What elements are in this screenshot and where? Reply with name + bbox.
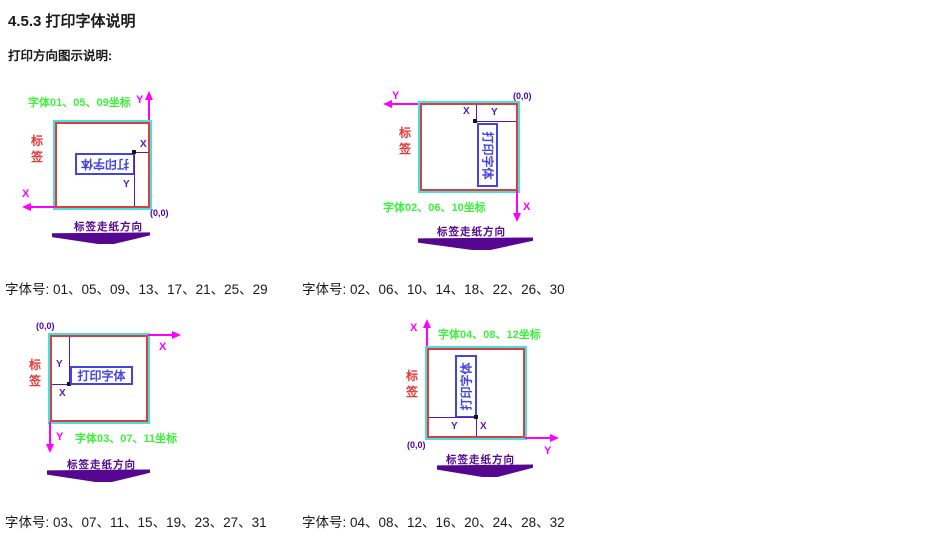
inner-y-label: Y bbox=[451, 421, 458, 432]
origin-coordinate-label: (0,0) bbox=[407, 440, 426, 450]
feed-direction-arrow-icon bbox=[437, 464, 533, 477]
inner-x-line bbox=[52, 384, 69, 385]
inner-y-label: Y bbox=[56, 359, 63, 370]
coordinate-caption: 字体03、07、11坐标 bbox=[75, 433, 178, 445]
feed-direction-label: 标签走纸方向 bbox=[437, 226, 506, 238]
x-axis-line bbox=[30, 206, 55, 208]
y-axis-line bbox=[391, 103, 420, 105]
x-axis-line bbox=[426, 328, 428, 348]
x-axis-label: X bbox=[159, 341, 167, 353]
coordinate-caption: 字体02、06、10坐标 bbox=[383, 202, 486, 214]
print-text-box: 打印字体 bbox=[75, 153, 135, 175]
y-axis-label: Y bbox=[56, 431, 64, 443]
section-subtitle: 打印方向图示说明: bbox=[8, 49, 113, 63]
inner-x-line bbox=[476, 419, 477, 436]
y-axis-line bbox=[525, 437, 550, 439]
x-axis-line bbox=[148, 334, 172, 336]
inner-y-line bbox=[429, 417, 475, 418]
x-axis-arrow-icon bbox=[172, 331, 181, 339]
origin-dot bbox=[474, 415, 478, 419]
y-axis-label: Y bbox=[136, 94, 144, 106]
tag-label: 标签 bbox=[405, 369, 418, 399]
print-text-box: 打印字体 bbox=[70, 366, 133, 385]
origin-dot bbox=[132, 150, 136, 154]
inner-y-label: Y bbox=[491, 107, 498, 118]
print-text-box: 打印字体 bbox=[477, 123, 498, 187]
x-axis-line bbox=[516, 191, 518, 213]
x-axis-label: X bbox=[410, 322, 418, 334]
y-axis-arrow-icon bbox=[145, 91, 153, 100]
feed-direction-label: 标签走纸方向 bbox=[446, 454, 515, 466]
coordinate-caption: 字体01、05、09坐标 bbox=[28, 97, 131, 109]
diagram-font-01-05-09: 字体01、05、09坐标 Y 标签 打印字体 X Y X (0,0) 标签走纸方… bbox=[20, 90, 195, 255]
feed-direction-arrow-icon bbox=[52, 232, 150, 244]
inner-y-label: Y bbox=[123, 179, 130, 190]
inner-y-line bbox=[134, 153, 135, 206]
print-text: 打印字体 bbox=[80, 156, 129, 171]
print-text-box: 打印字体 bbox=[455, 355, 477, 418]
feed-direction-label: 标签走纸方向 bbox=[74, 221, 143, 233]
font-number-row-1: 字体号: 01、05、09、13、17、21、25、29 bbox=[5, 282, 268, 297]
inner-y-line bbox=[477, 121, 516, 122]
x-axis-label: X bbox=[22, 188, 30, 200]
y-axis-arrow-icon bbox=[550, 434, 559, 442]
font-number-row-2: 字体号: 02、06、10、14、18、22、26、30 bbox=[302, 282, 565, 297]
inner-x-label: X bbox=[140, 139, 147, 150]
label-box bbox=[418, 101, 520, 193]
y-axis-line bbox=[148, 100, 150, 122]
origin-dot bbox=[473, 119, 477, 123]
tag-label: 标签 bbox=[398, 126, 411, 156]
diagram-font-02-06-10: Y (0,0) 标签 打印字体 X Y X 字体02、06、10坐标 标签走纸方… bbox=[380, 88, 565, 266]
tag-label: 标签 bbox=[28, 358, 41, 388]
diagram-font-04-08-12: X 字体04、08、12坐标 标签 打印字体 Y X (0,0) Y 标签走纸方… bbox=[395, 315, 575, 493]
inner-x-line bbox=[476, 105, 477, 119]
inner-x-line bbox=[135, 152, 148, 153]
origin-coordinate-label: (0,0) bbox=[150, 208, 169, 218]
x-axis-arrow-icon bbox=[513, 213, 521, 222]
y-axis-line bbox=[49, 422, 51, 444]
feed-direction-arrow-icon bbox=[418, 237, 533, 250]
tag-label: 标签 bbox=[30, 134, 43, 164]
origin-dot bbox=[67, 382, 71, 386]
coordinate-caption: 字体04、08、12坐标 bbox=[438, 329, 541, 341]
x-axis-arrow-icon bbox=[423, 319, 431, 328]
x-axis-label: X bbox=[523, 201, 531, 213]
y-axis-arrow-icon bbox=[46, 444, 54, 453]
y-axis-label: Y bbox=[544, 445, 552, 457]
print-text: 打印字体 bbox=[459, 362, 474, 411]
print-text: 打印字体 bbox=[480, 130, 495, 180]
y-axis-arrow-icon bbox=[383, 100, 392, 108]
origin-coordinate-label: (0,0) bbox=[36, 321, 55, 331]
font-number-row-3: 字体号: 03、07、11、15、19、23、27、31 bbox=[5, 515, 267, 530]
origin-coordinate-label: (0,0) bbox=[513, 91, 532, 101]
feed-direction-label: 标签走纸方向 bbox=[67, 459, 136, 471]
y-axis-label: Y bbox=[392, 90, 400, 102]
feed-direction-arrow-icon bbox=[47, 469, 150, 482]
inner-x-label: X bbox=[463, 106, 470, 117]
inner-x-label: X bbox=[59, 388, 66, 399]
x-axis-arrow-icon bbox=[22, 203, 31, 211]
page-title: 4.5.3 打印字体说明 bbox=[8, 13, 136, 30]
diagram-font-03-07-11: (0,0) X 标签 Y X 打印字体 Y 字体03、07、11坐标 标签走纸方… bbox=[20, 318, 200, 493]
inner-y-line bbox=[69, 337, 70, 383]
font-number-row-4: 字体号: 04、08、12、16、20、24、28、32 bbox=[302, 515, 565, 530]
inner-x-label: X bbox=[480, 421, 487, 432]
print-text: 打印字体 bbox=[77, 369, 126, 383]
